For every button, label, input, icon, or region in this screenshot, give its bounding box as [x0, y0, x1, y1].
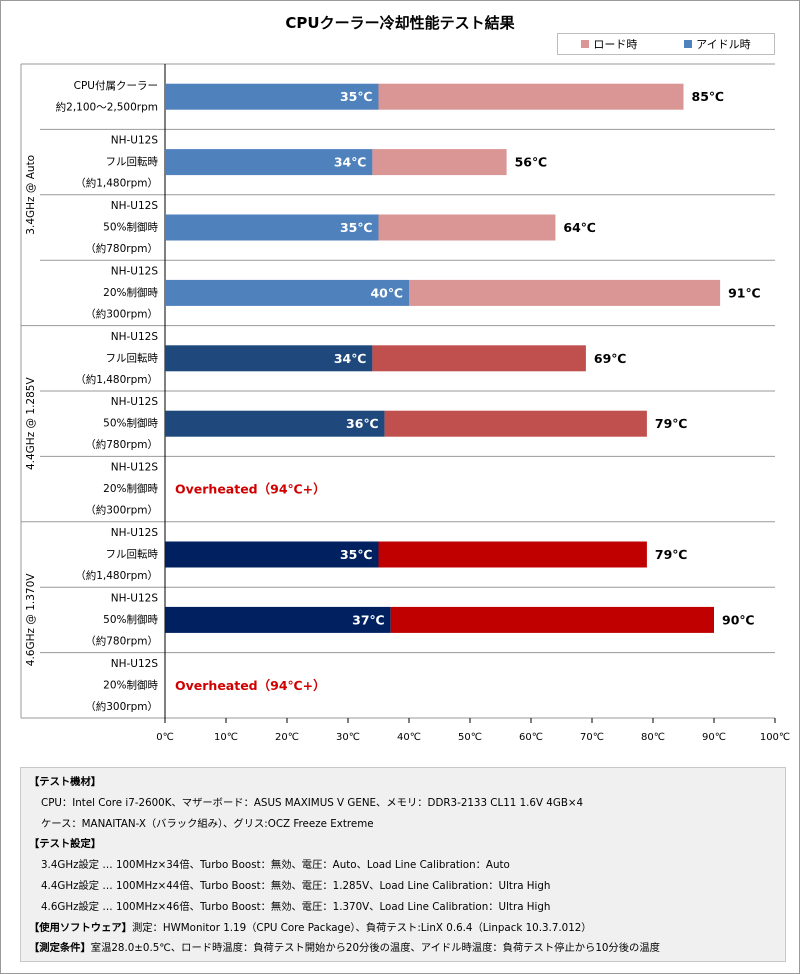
category-label-line: 50%制御時: [103, 613, 158, 626]
load-data-label: 56℃: [515, 155, 548, 170]
legend-label-load: ロード時: [593, 38, 638, 51]
chart-title: CPUクーラー冷却性能テスト結果: [285, 14, 515, 32]
category-label-line: フル回転時: [106, 156, 159, 168]
idle-data-label: 37℃: [352, 612, 385, 627]
category-label-line: （約1,480rpm）: [75, 177, 158, 190]
bar-load: [372, 149, 507, 176]
idle-data-label: 35℃: [340, 220, 373, 235]
overheated-note: Overheated（94℃+）: [175, 678, 326, 693]
category-label-line: フル回転時: [106, 352, 159, 364]
load-data-label: 90℃: [722, 612, 755, 627]
idle-data-label: 35℃: [340, 89, 373, 104]
category-label-line: 50%制御時: [103, 417, 158, 430]
load-data-label: 79℃: [655, 547, 688, 562]
bar-load: [384, 410, 647, 437]
equipment-heading: 【テスト機材】: [29, 776, 102, 788]
category-label-line: NH-U12S: [111, 527, 159, 539]
bar-load: [378, 83, 684, 110]
category-label-line: NH-U12S: [111, 135, 159, 147]
x-tick-label: 40℃: [397, 732, 421, 743]
legend-swatch-load: [581, 40, 590, 48]
software-text: 測定：HWMonitor 1.19（CPU Core Package）、負荷テス…: [131, 921, 592, 934]
category-label-line: NH-U12S: [111, 658, 159, 670]
x-tick-label: 90℃: [702, 732, 726, 743]
category-label-line: （約300rpm）: [85, 504, 158, 517]
category-label-line: NH-U12S: [111, 265, 159, 277]
conditions-text: 室温28.0±0.5℃、ロード時温度：負荷テスト開始から20分後の温度、アイドル…: [90, 942, 660, 955]
bar-load: [409, 279, 721, 306]
category-label-line: （約300rpm）: [85, 700, 158, 713]
bar-idle: [165, 279, 409, 306]
bar-idle: [165, 214, 379, 241]
category-label-line: フル回転時: [106, 549, 159, 561]
idle-data-label: 34℃: [334, 351, 367, 366]
x-tick-label: 70℃: [580, 732, 604, 743]
category-label-line: （約780rpm）: [85, 438, 158, 451]
bar-load: [378, 214, 556, 241]
category-label-line: 約2,100～2,500rpm: [56, 100, 158, 113]
category-label-line: （約780rpm）: [85, 242, 158, 255]
conditions-heading: 【測定条件】: [29, 942, 91, 955]
x-tick-label: 20℃: [275, 732, 299, 743]
category-label-line: 50%制御時: [103, 221, 158, 234]
legend-item-idle: アイドル時: [684, 36, 751, 52]
x-tick-label: 50℃: [458, 732, 482, 743]
load-data-label: 64℃: [563, 220, 596, 235]
idle-data-label: 36℃: [346, 416, 379, 431]
legend-label-idle: アイドル時: [696, 38, 751, 51]
category-label-line: （約300rpm）: [85, 307, 158, 320]
x-tick-label: 30℃: [336, 732, 360, 743]
bar-idle: [165, 83, 379, 110]
equipment-cpu: CPU：Intel Core i7-2600K、マザーボード：ASUS MAXI…: [41, 796, 584, 809]
category-label-line: 20%制御時: [103, 482, 158, 495]
x-tick-label: 0℃: [156, 732, 174, 743]
load-data-label: 91℃: [728, 285, 761, 300]
equipment-case: ケース：MANAITAN-X（バラック組み）、グリス:OCZ Freeze Ex…: [41, 817, 374, 830]
x-tick-label: 10℃: [214, 732, 238, 743]
category-label-line: （約1,480rpm）: [75, 373, 158, 386]
category-label-line: NH-U12S: [111, 331, 159, 343]
setting-3: 4.6GHz設定 … 100MHz×46倍、Turbo Boost：無効、電圧：…: [41, 900, 551, 913]
notes-panel: 【テスト機材】 CPU：Intel Core i7-2600K、マザーボード：A…: [20, 767, 786, 962]
bar-idle: [165, 345, 373, 372]
category-label-line: NH-U12S: [111, 396, 159, 408]
idle-data-label: 40℃: [370, 285, 403, 300]
category-label-line: 20%制御時: [103, 678, 158, 691]
category-label-line: NH-U12S: [111, 200, 159, 212]
legend-item-load: ロード時: [581, 36, 637, 52]
group-label: 4.6GHz @ 1.370V: [25, 573, 37, 666]
bar-chart: 3.4GHz @ Auto 4.4GHz @ 1.285V 4.6GHz @ 1.3…: [20, 63, 790, 743]
category-label-line: 20%制御時: [103, 286, 158, 299]
bar-idle: [165, 541, 379, 568]
load-data-label: 69℃: [594, 351, 627, 366]
group-label: 3.4GHz @ Auto: [25, 155, 37, 235]
legend: ロード時 アイドル時: [557, 33, 775, 55]
load-data-label: 85℃: [692, 89, 725, 104]
bar-load: [372, 345, 586, 372]
setting-2: 4.4GHz設定 … 100MHz×44倍、Turbo Boost：無効、電圧：…: [41, 879, 551, 892]
category-label-line: （約780rpm）: [85, 634, 158, 647]
bar-idle: [165, 606, 391, 633]
bar-idle: [165, 149, 373, 176]
x-tick-label: 60℃: [519, 732, 543, 743]
idle-data-label: 34℃: [334, 155, 367, 170]
x-tick-label: 80℃: [641, 732, 665, 743]
x-tick-label: 100℃: [760, 732, 790, 743]
overheated-note: Overheated（94℃+）: [175, 482, 326, 497]
idle-data-label: 35℃: [340, 547, 373, 562]
bar-idle: [165, 410, 385, 437]
category-label-line: CPU付属クーラー: [74, 79, 158, 92]
category-label-line: NH-U12S: [111, 462, 159, 474]
category-label-line: （約1,480rpm）: [75, 569, 158, 582]
category-label-line: NH-U12S: [111, 592, 159, 604]
settings-heading: 【テスト設定】: [29, 838, 102, 851]
bar-load: [378, 541, 647, 568]
bar-load: [390, 606, 714, 633]
legend-swatch-idle: [684, 40, 693, 48]
setting-1: 3.4GHz設定 … 100MHz×34倍、Turbo Boost：無効、電圧：…: [41, 859, 510, 872]
group-label: 4.4GHz @ 1.285V: [25, 377, 37, 470]
load-data-label: 79℃: [655, 416, 688, 431]
software-heading: 【使用ソフトウェア】: [29, 921, 132, 934]
